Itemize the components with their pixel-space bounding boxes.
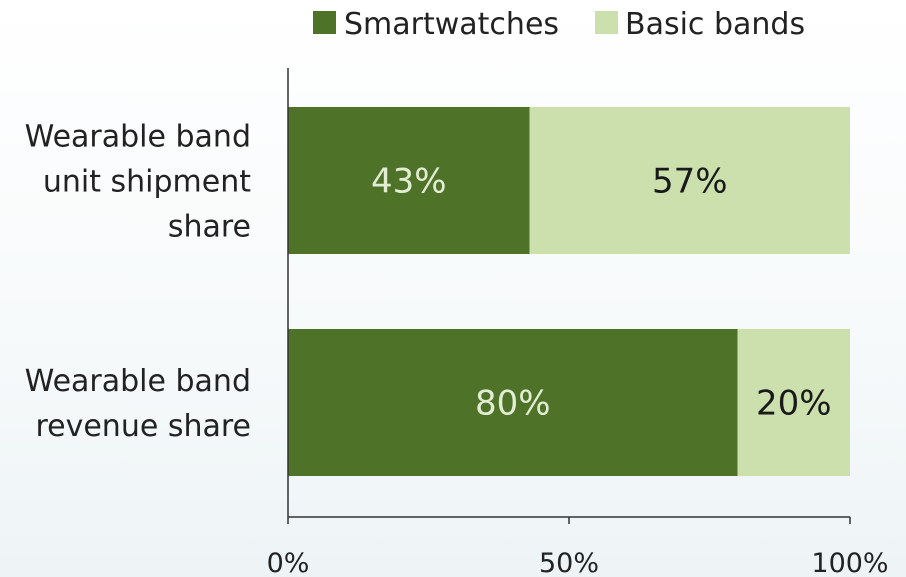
legend: Smartwatches Basic bands <box>313 7 805 42</box>
bar-smartwatches-2 <box>288 329 738 476</box>
legend-swatch-smartwatches <box>313 11 336 34</box>
data-label-basic-bands-1: 57% <box>652 162 728 202</box>
legend-swatch-basic-bands <box>595 11 618 34</box>
bar-smartwatches-1 <box>288 107 530 254</box>
legend-label-basic-bands: Basic bands <box>625 7 805 42</box>
data-label-smartwatches-2: 80% <box>475 384 551 424</box>
data-label-smartwatches-1: 43% <box>371 162 447 202</box>
x-tick-label-3: 100% <box>811 548 888 577</box>
data-label-basic-bands-2: 20% <box>756 384 832 424</box>
legend-label-smartwatches: Smartwatches <box>344 7 559 42</box>
bar-basic-bands-2 <box>737 329 850 476</box>
category-label-1: Wearable band unit shipment share <box>25 120 252 245</box>
bar-basic-bands-1 <box>529 107 850 254</box>
x-tick-label-1: 0% <box>267 548 310 577</box>
x-tick-label-2: 50% <box>539 548 599 577</box>
category-label-2: Wearable band revenue share <box>25 364 251 444</box>
plot-area: 43% 57% Wearable band unit shipment share 80%… <box>25 68 889 577</box>
